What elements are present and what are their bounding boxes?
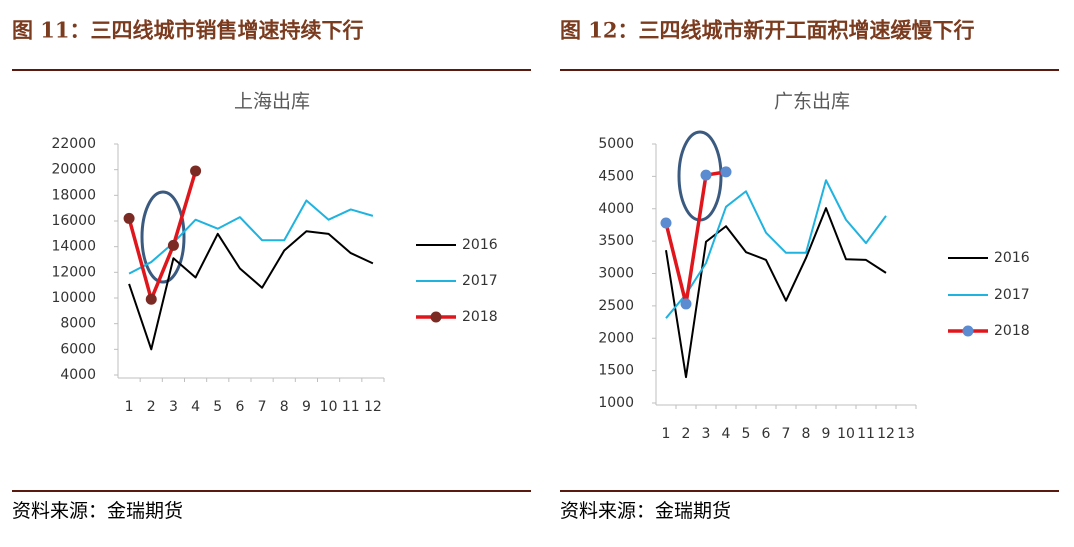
legend-label: 2017 [462, 273, 498, 289]
source: 资料来源：金瑞期货 [560, 500, 731, 522]
x-tick-label: 13 [897, 426, 915, 442]
y-tick-label: 4000 [598, 201, 634, 217]
y-tick-label: 4500 [598, 168, 634, 184]
x-tick-label: 12 [877, 426, 895, 442]
x-tick-label: 9 [302, 399, 311, 415]
y-tick-label: 10000 [51, 290, 96, 306]
x-tick-label: 8 [802, 426, 811, 442]
y-tick-label: 8000 [60, 316, 96, 332]
y-tick-label: 1500 [598, 363, 634, 379]
x-tick-label: 8 [280, 399, 289, 415]
series-line [664, 170, 727, 306]
y-tick-label: 16000 [51, 213, 96, 229]
x-tick-label: 2 [147, 399, 156, 415]
figure-caption: 图 11：三四线城市销售增速持续下行 [12, 18, 364, 43]
marker [145, 293, 157, 305]
marker [680, 298, 692, 310]
chart-title: 上海出库 [234, 91, 310, 113]
legend-marker [962, 325, 974, 337]
marker [700, 169, 712, 181]
marker [660, 217, 672, 229]
highlight-ellipse [140, 190, 186, 284]
y-tick-label: 5000 [598, 136, 634, 152]
y-tick-label: 2500 [598, 298, 634, 314]
x-tick-label: 11 [342, 399, 360, 415]
series-line [665, 207, 887, 379]
legend-label: 2016 [462, 237, 498, 253]
legend-label: 2018 [994, 323, 1030, 339]
marker [167, 239, 179, 251]
x-tick-label: 3 [169, 399, 178, 415]
marker [190, 165, 202, 177]
y-tick-label: 6000 [60, 341, 96, 357]
figure-caption: 图 12：三四线城市新开工面积增速缓慢下行 [560, 18, 975, 43]
x-tick-label: 9 [822, 426, 831, 442]
x-tick-label: 5 [742, 426, 751, 442]
y-tick-label: 18000 [51, 187, 96, 203]
x-tick-label: 6 [762, 426, 771, 442]
x-tick-label: 12 [364, 399, 382, 415]
legend-label: 2016 [994, 250, 1030, 266]
y-tick-label: 3000 [598, 266, 634, 282]
x-tick-label: 5 [213, 399, 222, 415]
x-tick-label: 1 [662, 426, 671, 442]
y-tick-label: 2000 [598, 330, 634, 346]
y-tick-label: 22000 [51, 136, 96, 152]
x-tick-label: 10 [837, 426, 855, 442]
series-line [127, 170, 198, 302]
chart-title: 广东出库 [774, 91, 850, 113]
series-line [128, 230, 374, 351]
legend-label: 2018 [462, 309, 498, 325]
x-tick-label: 4 [191, 399, 200, 415]
legend-marker [430, 311, 442, 323]
marker [123, 212, 135, 224]
series-line [665, 179, 887, 319]
x-tick-label: 3 [702, 426, 711, 442]
x-tick-label: 2 [682, 426, 691, 442]
x-tick-label: 11 [857, 426, 875, 442]
x-tick-label: 7 [258, 399, 267, 415]
y-tick-label: 20000 [51, 162, 96, 178]
source: 资料来源：金瑞期货 [12, 500, 183, 522]
legend-label: 2017 [994, 287, 1030, 303]
y-tick-label: 12000 [51, 264, 96, 280]
y-tick-label: 3500 [598, 233, 634, 249]
y-tick-label: 1000 [598, 395, 634, 411]
y-tick-label: 4000 [60, 367, 96, 383]
y-tick-label: 14000 [51, 239, 96, 255]
marker [720, 166, 732, 178]
x-tick-label: 4 [722, 426, 731, 442]
x-tick-label: 7 [782, 426, 791, 442]
x-tick-label: 1 [125, 399, 134, 415]
x-tick-label: 10 [320, 399, 338, 415]
x-tick-label: 6 [235, 399, 244, 415]
